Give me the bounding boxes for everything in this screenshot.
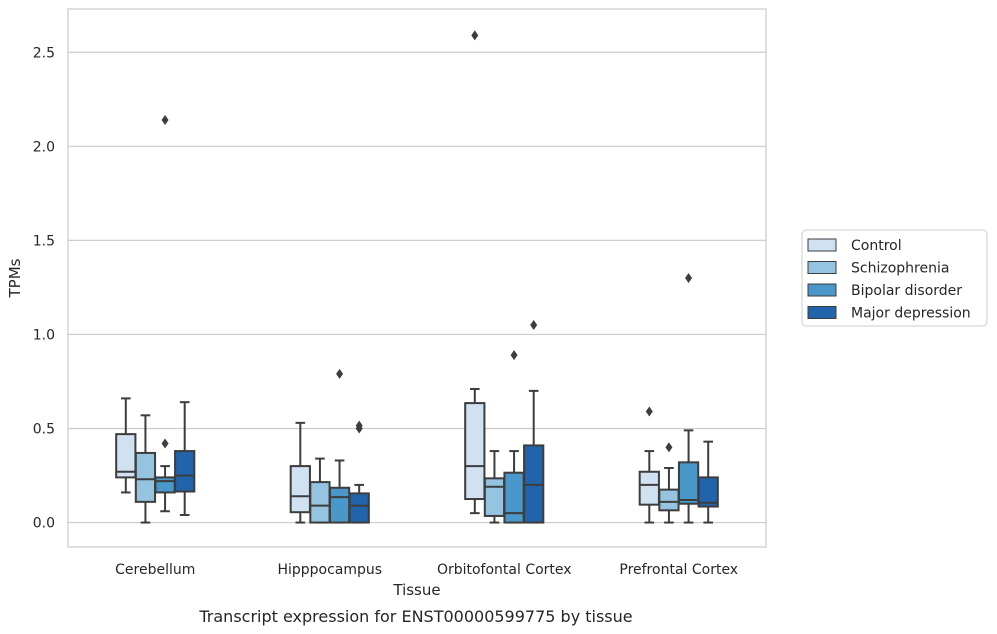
outlier-marker xyxy=(161,114,169,125)
chart-caption: Transcript expression for ENST0000059977… xyxy=(198,607,632,626)
outlier-marker xyxy=(336,368,344,379)
grid-lines xyxy=(68,51,766,524)
plot-frame xyxy=(67,8,767,548)
legend-swatch xyxy=(807,306,837,319)
iqr-box xyxy=(309,481,331,524)
x-tick-label: Cerebellum xyxy=(115,562,195,578)
x-tick-label: Prefrontal Cortex xyxy=(619,562,738,578)
iqr-box xyxy=(658,488,680,512)
box-control xyxy=(464,30,486,515)
outlier-marker xyxy=(685,273,693,283)
box-control xyxy=(115,397,137,494)
legend-label: Control xyxy=(851,238,902,254)
x-tick-label: Hipppocampus xyxy=(277,562,382,578)
box-major-depression xyxy=(697,440,719,524)
box-major-depression xyxy=(523,320,545,524)
iqr-box xyxy=(483,477,506,517)
box-bipolar-disorder xyxy=(677,273,700,524)
iqr-box xyxy=(328,486,351,524)
legend-frame xyxy=(801,229,988,327)
iqr-box xyxy=(697,476,719,508)
iqr-box xyxy=(289,465,311,514)
legend-label: Schizophrenia xyxy=(851,261,949,277)
box-schizophrenia xyxy=(134,414,157,524)
y-tick-label: 0.0 xyxy=(33,516,55,532)
outlier-marker xyxy=(471,30,479,41)
box-major-depression xyxy=(174,401,196,517)
iqr-box xyxy=(677,461,700,505)
outlier-marker xyxy=(530,320,538,331)
x-tick-labels: Cerebellum Hipppocampus Orbitofontal Corte… xyxy=(115,562,738,578)
box-bipolar-disorder xyxy=(154,114,176,513)
x-tick-label: Orbitofontal Cortex xyxy=(437,562,572,578)
iqr-box xyxy=(638,470,660,506)
iqr-box xyxy=(503,471,525,524)
y-tick-label: 0.5 xyxy=(33,421,55,437)
outlier-marker xyxy=(665,442,673,453)
legend-label: Major depression xyxy=(851,306,971,322)
box-plots xyxy=(115,30,719,524)
outlier-marker xyxy=(645,406,653,417)
y-tick-labels: 0.0 0.5 1.0 1.5 2.0 2.5 xyxy=(33,45,55,531)
box-schizophrenia xyxy=(483,450,506,524)
y-tick-label: 1.0 xyxy=(33,327,55,343)
box-schizophrenia xyxy=(309,457,331,524)
outlier-marker xyxy=(355,420,363,431)
y-tick-label: 2.0 xyxy=(33,139,55,155)
legend-label: Bipolar disorder xyxy=(851,283,962,299)
outlier-marker xyxy=(161,438,169,449)
box-control xyxy=(638,406,660,524)
box-major-depression xyxy=(348,420,370,524)
box-bipolar-disorder xyxy=(503,350,525,524)
outlier-marker xyxy=(510,350,518,361)
box-schizophrenia xyxy=(658,442,680,524)
legend-swatch xyxy=(807,238,837,252)
box-bipolar-disorder xyxy=(328,368,351,524)
legend-swatch xyxy=(807,261,837,274)
legend: Control Schizophrenia Bipolar disorder Majo… xyxy=(801,229,988,327)
y-tick-label: 2.5 xyxy=(33,45,55,61)
y-tick-label: 1.5 xyxy=(33,233,55,249)
iqr-box xyxy=(134,451,157,503)
iqr-box xyxy=(174,450,196,493)
iqr-box xyxy=(464,402,486,501)
x-axis-label: Tissue xyxy=(392,581,440,599)
iqr-box xyxy=(154,476,176,494)
box-control xyxy=(289,421,311,524)
y-axis-label: TPMs xyxy=(6,258,24,298)
iqr-box xyxy=(348,492,370,524)
legend-swatch xyxy=(807,283,837,297)
